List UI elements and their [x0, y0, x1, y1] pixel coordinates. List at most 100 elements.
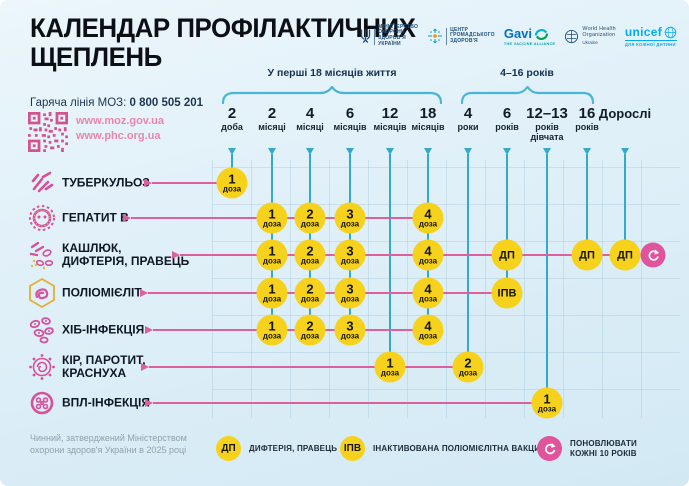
trident-icon: [360, 29, 371, 43]
row-timeline: [153, 329, 428, 331]
column-header-1: 2 місяці: [258, 105, 286, 133]
moz-ukraine-logo: МІНІСТЕРСТВО ОХОРОНИ ЗДОРОВ'Я УКРАЇНИ: [360, 23, 419, 47]
unicef-logo: unicef ДЛЯ КОЖНОЇ ДИТИНИ: [624, 24, 677, 47]
who-logo: World Health Organization Ukraine: [564, 27, 616, 45]
row-label-1: ГЕПАТИТ В: [62, 210, 129, 225]
polio-icon: [26, 277, 58, 309]
dose-circle: 1 доза: [256, 277, 288, 309]
qr-code: [28, 112, 68, 152]
row-label-3: ПОЛІОМІЄЛІТ: [62, 285, 142, 300]
column-line: [506, 154, 508, 294]
refresh-icon: [537, 436, 562, 461]
row-arrow-icon: [144, 178, 152, 187]
column-header-3: 6 місяців: [333, 105, 367, 133]
hib-icon: [26, 314, 58, 346]
row-arrow-icon: [141, 362, 149, 371]
row-arrow-icon: [145, 398, 153, 407]
dose-circle: 3 доза: [334, 277, 366, 309]
row-label-6: ВПЛ-ІНФЕКЦІЯ: [62, 395, 151, 410]
dose-circle: 4 доза: [412, 314, 444, 346]
public-health-center-logo: ЦЕНТР ГРОМАДСЬКОГО ЗДОРОВ'Я: [427, 26, 495, 45]
column-line: [624, 154, 626, 256]
compass-star-icon: [428, 28, 443, 44]
hpv-icon: [26, 387, 58, 419]
column-header-8: 12–13 років дівчата: [526, 105, 568, 143]
ipv-legend-text: ІНАКТИВОВАНА ПОЛІОМІЄЛІТНА ВАКЦИНА: [373, 443, 553, 453]
column-line: [586, 154, 588, 256]
dose-circle: 1 доза: [256, 202, 288, 234]
gavi-logo: Gavi THE VACCINE ALLIANCE: [504, 27, 556, 46]
dose-circle: 1 доза: [256, 239, 288, 271]
column-header-5: 18 місяців: [411, 105, 445, 133]
dose-circle: 2 доза: [294, 314, 326, 346]
column-pin-icon: [385, 148, 394, 155]
dose-circle: 3 доза: [334, 202, 366, 234]
row-timeline: [148, 292, 507, 294]
row-arrow-icon: [145, 325, 153, 334]
logo-divider: [446, 27, 448, 45]
who-subtext: Ukraine: [582, 39, 598, 45]
column-header-10: Дорослі: [598, 106, 652, 121]
column-header-4: 12 місяців: [373, 105, 407, 133]
bracket-infants: [222, 86, 442, 104]
link-phc[interactable]: www.phc.org.ua: [76, 130, 161, 142]
row-timeline: [152, 182, 232, 184]
dose-circle: 1 доза: [256, 314, 288, 346]
phc-logo-text: ЦЕНТР ГРОМАДСЬКОГО ЗДОРОВ'Я: [450, 26, 495, 44]
column-pin-icon: [542, 148, 551, 155]
column-header-2: 4 місяці: [296, 105, 324, 133]
dose-circle: 1 доза: [531, 387, 563, 419]
ipv-badge: ІПВ: [340, 436, 365, 461]
tuberculosis-icon: [26, 167, 58, 199]
row-arrow-icon: [172, 250, 180, 259]
column-pin-icon: [423, 148, 432, 155]
dp-dose-badge: ДП: [491, 239, 523, 271]
row-timeline: [149, 366, 468, 368]
footnote: Чинний, затверджений Міністерством охоро…: [30, 433, 187, 455]
column-pin-icon: [305, 148, 314, 155]
row-label-2: КАШЛЮК, ДИФТЕРІЯ, ПРАВЕЦЬ: [62, 241, 190, 268]
bracket-4-16: [461, 86, 594, 104]
row-timeline: [180, 254, 626, 256]
dose-circle: 4 доза: [412, 202, 444, 234]
logo-divider: [374, 27, 376, 45]
title-line-1: КАЛЕНДАР ПРОФІЛАКТИЧНИХ: [30, 13, 416, 43]
page-title: КАЛЕНДАР ПРОФІЛАКТИЧНИХ ЩЕПЛЕНЬ: [30, 13, 416, 72]
unicef-wordmark: unicef: [624, 24, 662, 39]
column-pin-icon: [582, 148, 591, 155]
row-label-4: ХІБ-ІНФЕКЦІЯ: [62, 322, 145, 337]
refresh-badge: [640, 242, 666, 268]
title-line-2: ЩЕПЛЕНЬ: [30, 42, 162, 72]
dose-circle: 4 доза: [412, 277, 444, 309]
dose-circle: 2 доза: [294, 239, 326, 271]
age-group-label-4-16: 4–16 років: [500, 67, 554, 79]
hotline: Гаряча лінія МОЗ: 0 800 505 201: [30, 97, 203, 109]
row-arrow-icon: [140, 288, 148, 297]
dose-circle: 2 доза: [452, 351, 484, 383]
link-moz[interactable]: www.moz.gov.ua: [76, 115, 165, 127]
column-header-9: 16 років: [575, 105, 599, 133]
row-arrow-icon: [123, 213, 131, 222]
column-line: [389, 154, 391, 368]
dose-circle: 1 доза: [216, 167, 248, 199]
moz-logo-text: МІНІСТЕРСТВО ОХОРОНИ ЗДОРОВ'Я УКРАЇНИ: [378, 23, 419, 47]
dose-circle: 3 доза: [334, 314, 366, 346]
hotline-label: Гаряча лінія МОЗ:: [30, 97, 127, 109]
who-emblem-icon: [565, 29, 579, 43]
column-pin-icon: [620, 148, 629, 155]
gavi-wordmark: Gavi: [503, 26, 533, 41]
gavi-subtext: THE VACCINE ALLIANCE: [503, 41, 556, 46]
row-label-0: ТУБЕРКУЛЬОЗ: [62, 175, 150, 190]
column-pin-icon: [267, 148, 276, 155]
refresh-legend-text: ПОНОВЛЮВАТИ КОЖНІ 10 РОКІВ: [570, 438, 638, 458]
legend-item-dp: ДП ДИФТЕРІЯ, ПРАВЕЦЬ: [216, 436, 337, 461]
gavi-swirl-icon: [534, 27, 549, 41]
background-gridlines: [212, 160, 680, 418]
legend-item-refresh: ПОНОВЛЮВАТИ КОЖНІ 10 РОКІВ: [537, 436, 662, 461]
column-header-7: 6 років: [495, 105, 519, 133]
dose-circle: 3 доза: [334, 239, 366, 271]
unicef-globe-icon: [664, 26, 677, 38]
legend-item-ipv: ІПВ ІНАКТИВОВАНА ПОЛІОМІЄЛІТНА ВАКЦИНА: [340, 436, 552, 461]
ipv-dose-badge: ІПВ: [491, 277, 523, 309]
